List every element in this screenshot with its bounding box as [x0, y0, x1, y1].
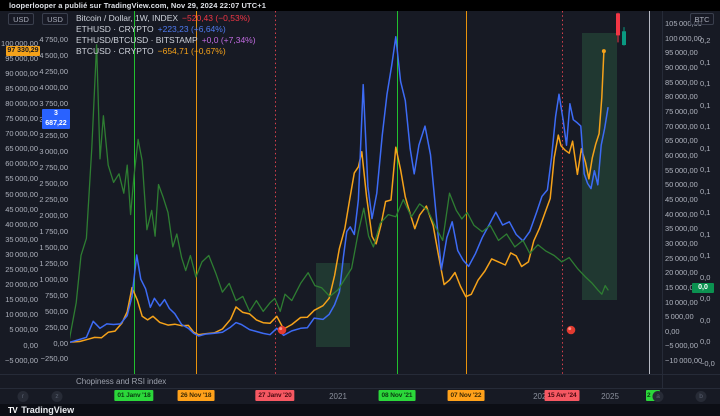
candle-body [616, 13, 620, 36]
red-marker-icon[interactable] [566, 325, 576, 335]
left-axis1-unit-badge[interactable]: USD [8, 13, 34, 25]
legend-symbol: ETHUSD/BTCUSD · BITSTAMP [76, 35, 198, 45]
right-axis-unit-badge[interactable]: BTC [690, 13, 714, 25]
series-end-dot [601, 49, 606, 54]
legend-row-ethusd[interactable]: ETHUSD · CRYPTO +223,23 (+6,64%) [76, 24, 256, 35]
legend[interactable]: Bitcoin / Dollar, 1W, INDEX −520,43 (−0,5… [76, 13, 256, 57]
highlight-zone[interactable] [316, 263, 350, 347]
ratio-price-label: 0,0 [692, 283, 714, 293]
red-marker-icon[interactable] [277, 325, 287, 335]
btcusd-price-label: 97 330,29 [6, 46, 40, 56]
time-axis-separator [0, 388, 720, 389]
red-marker-highlight [279, 327, 283, 331]
legend-row-index[interactable]: Bitcoin / Dollar, 1W, INDEX −520,43 (−0,5… [76, 13, 256, 24]
ethusd-btcusd-line [70, 44, 609, 340]
left-axis2-unit-badge[interactable]: USD [42, 13, 68, 25]
ethusd-price-label: 3 687,22 [42, 109, 70, 129]
red-marker-highlight [568, 327, 572, 331]
candle-body [622, 31, 626, 46]
tradingview-brand-link[interactable]: TradingView [21, 405, 75, 415]
year-label: 2024 [533, 392, 551, 401]
year-label: 2021 [329, 392, 347, 401]
footer-bar: TV TradingView [0, 404, 720, 416]
time-axis-button[interactable]: z [51, 390, 63, 402]
legend-symbol: Bitcoin / Dollar, 1W, INDEX [76, 13, 179, 23]
drawing-date-label[interactable]: 27 Janv '20 [255, 390, 295, 401]
drawing-date-label[interactable]: 08 Nov '21 [378, 390, 416, 401]
tradingview-logo-icon[interactable]: TV [8, 405, 18, 415]
legend-symbol: BTCUSD · CRYPTO [76, 46, 154, 56]
indicator-pane-title[interactable]: Chopiness and RSI index [76, 377, 167, 386]
drawing-date-label[interactable]: 07 Nov '22 [447, 390, 485, 401]
btcusd-line [70, 50, 605, 343]
legend-change: +0,0 (+7,34%) [201, 35, 256, 45]
legend-symbol: ETHUSD · CRYPTO [76, 24, 154, 34]
drawing-date-label[interactable]: 01 Janv '18 [114, 390, 154, 401]
time-axis[interactable]: 2018201920202021202220232024202501 Janv … [0, 389, 720, 404]
drawing-date-label[interactable]: 26 Nov '18 [177, 390, 215, 401]
time-axis-button[interactable]: b [695, 390, 707, 402]
time-axis-button[interactable]: a [652, 390, 664, 402]
legend-change: +223,23 (+6,64%) [157, 24, 226, 34]
header-bar: looperlooper a publié sur TradingView.co… [0, 0, 720, 11]
legend-change: −520,43 (−0,53%) [182, 13, 251, 23]
header-attribution: looperlooper a publié sur TradingView.co… [9, 1, 266, 10]
legend-row-btcusd[interactable]: BTCUSD · CRYPTO −654,71 (−0,67%) [76, 46, 256, 57]
legend-change: −654,71 (−0,67%) [157, 46, 226, 56]
drawing-date-label[interactable]: 15 Avr '24 [544, 390, 580, 401]
ethusd-line [70, 36, 609, 344]
pane-separator[interactable] [0, 374, 720, 375]
year-label: 2025 [601, 392, 619, 401]
time-axis-button[interactable]: r [17, 390, 29, 402]
legend-row-ratio[interactable]: ETHUSD/BTCUSD · BITSTAMP +0,0 (+7,34%) [76, 35, 256, 46]
